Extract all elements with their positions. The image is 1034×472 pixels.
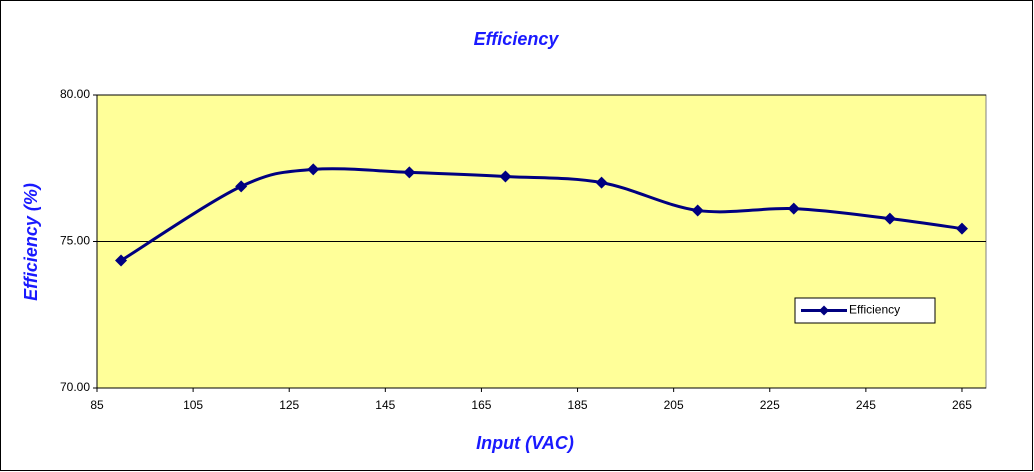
data-point (595, 176, 608, 189)
data-point (307, 163, 320, 176)
y-tick-label: 80.00 (60, 87, 90, 101)
data-point (235, 180, 248, 193)
data-point (691, 204, 704, 217)
x-tick-label: 125 (279, 398, 299, 412)
x-tick-label: 265 (952, 398, 972, 412)
data-point (115, 254, 128, 267)
x-tick-label: 85 (90, 398, 104, 412)
y-tick-label: 75.00 (60, 234, 90, 248)
data-point (955, 222, 968, 235)
y-axis-label: Efficiency (%) (21, 183, 41, 301)
x-tick-label: 205 (664, 398, 684, 412)
data-point (883, 212, 896, 225)
x-tick-label: 165 (471, 398, 491, 412)
x-axis-label: Input (VAC) (476, 433, 574, 453)
legend-label: Efficiency (849, 303, 900, 317)
x-tick-label: 105 (183, 398, 203, 412)
series-line (120, 167, 963, 262)
data-point (499, 170, 512, 183)
x-tick-label: 185 (568, 398, 588, 412)
data-point (403, 166, 416, 179)
legend-marker (819, 305, 829, 316)
y-tick-label: 70.00 (60, 380, 90, 394)
data-point (787, 202, 800, 215)
x-tick-label: 245 (856, 398, 876, 412)
chart-title: Efficiency (474, 29, 560, 49)
x-tick-label: 225 (760, 398, 780, 412)
x-tick-label: 145 (375, 398, 395, 412)
